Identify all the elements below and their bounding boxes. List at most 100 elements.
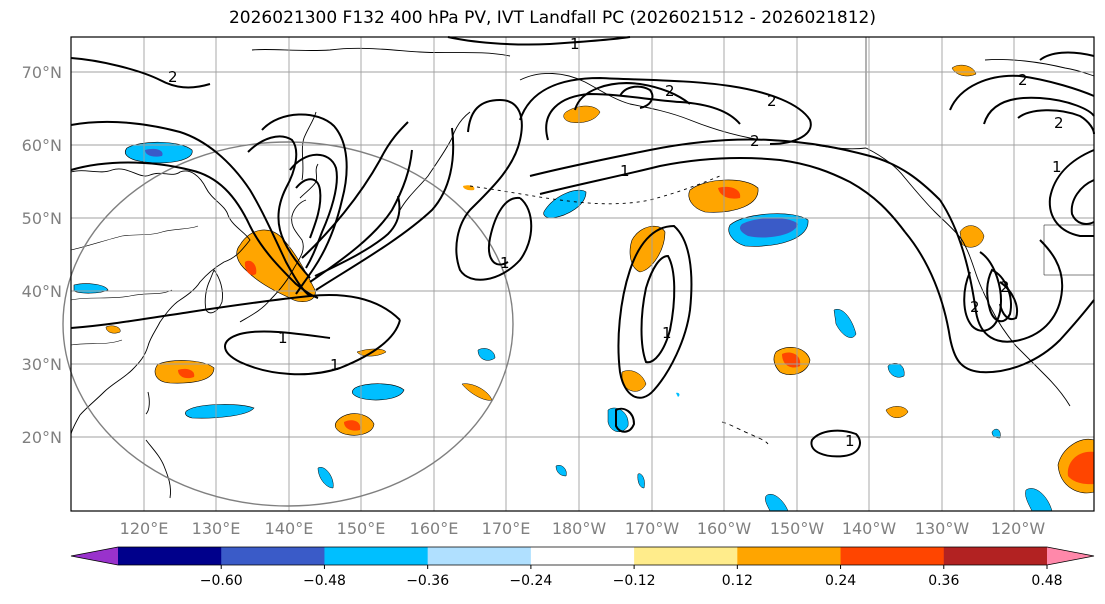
colorbar-cell <box>221 547 325 565</box>
contour-line <box>70 57 211 89</box>
lon-label: 130°E <box>192 519 241 538</box>
border <box>70 289 173 301</box>
pv-blob <box>629 225 666 273</box>
contour-label: 2 <box>665 82 675 100</box>
lon-label: 170°W <box>625 519 680 538</box>
colorbar-tick-label: 0.12 <box>722 573 753 589</box>
contour-line <box>529 138 941 201</box>
contour-label: 1 <box>570 35 580 53</box>
colorbar-outline <box>70 546 1095 566</box>
map-title: 2026021300 F132 400 hPa PV, IVT Landfall… <box>228 8 876 28</box>
colorbar-cells <box>118 547 1048 565</box>
contour-line <box>447 36 631 46</box>
pv-blob-core <box>718 186 741 199</box>
lat-label: 70°N <box>22 63 62 82</box>
colorbar-ticks: −0.60 −0.48 −0.36 −0.24 −0.12 0.12 0.24 0.36 0.4… <box>200 565 1063 589</box>
contour-line <box>617 224 693 399</box>
colorbar-cell <box>427 547 532 565</box>
lon-label: 130°W <box>915 519 970 538</box>
contour-line <box>455 98 533 281</box>
contour-line <box>315 127 455 291</box>
contour-label: 1 <box>500 254 510 272</box>
contour-line <box>1070 179 1095 225</box>
latitude-labels: 70°N 60°N 50°N 40°N 30°N 20°N <box>22 63 62 447</box>
coastline-usa <box>961 239 1071 407</box>
pv-blob-core <box>145 148 163 157</box>
coastline-japan <box>239 199 307 323</box>
colorbar: −0.60 −0.48 −0.36 −0.24 −0.12 0.12 0.24 0.36 0.4… <box>70 546 1095 589</box>
lat-label: 50°N <box>22 209 62 228</box>
contour-label: 1 <box>845 432 855 450</box>
lat-label: 40°N <box>22 282 62 301</box>
colorbar-cell <box>737 547 842 565</box>
contour-line <box>1017 109 1095 135</box>
pv-blob-core <box>178 368 195 379</box>
lat-label: 60°N <box>22 136 62 155</box>
lon-label: 160°E <box>410 519 459 538</box>
colorbar-tick-label: 0.24 <box>825 573 856 589</box>
pv-blob <box>607 407 629 433</box>
colorbar-tick-label: −0.12 <box>613 573 656 589</box>
contour-line <box>999 281 1018 320</box>
contour-label: 1 <box>1052 158 1062 176</box>
contour-label: 2 <box>1018 71 1028 89</box>
pv-blob <box>951 64 977 77</box>
pv-blob <box>477 348 496 361</box>
pv-blob-core <box>344 420 361 431</box>
pv-blob <box>885 406 909 418</box>
contour-line <box>301 121 409 259</box>
contour-line <box>295 178 322 239</box>
lon-label: 140°W <box>842 519 897 538</box>
colorbar-extend-high <box>1047 547 1094 565</box>
pv-blob <box>555 465 567 477</box>
contour-line <box>519 76 812 145</box>
graticule <box>71 37 1094 511</box>
colorbar-cell <box>634 547 738 565</box>
contour-labels: 1 2 2 2 2 1 1 1 1 1 2 2 2 1 2 1 <box>168 35 1064 450</box>
pv-blob-core <box>244 260 257 276</box>
map-border <box>70 36 1095 512</box>
contour-line <box>640 254 676 364</box>
contour-line <box>1039 51 1095 61</box>
region-circle <box>62 141 514 507</box>
ivt-contours <box>70 36 1095 458</box>
contour-line <box>70 294 401 329</box>
contour-line <box>904 231 1095 374</box>
contour-line <box>619 85 654 109</box>
coastline-asia <box>70 168 251 435</box>
colorbar-tick-label: −0.24 <box>509 573 552 589</box>
contour-line <box>574 82 691 111</box>
contour-line <box>615 407 636 433</box>
contour-line <box>983 96 1095 125</box>
coastline-philippines <box>145 439 171 499</box>
pv-blob <box>887 363 905 378</box>
lon-label: 140°E <box>265 519 314 538</box>
lon-label: 180°W <box>552 519 607 538</box>
pv-blob <box>317 467 334 489</box>
contour-line <box>539 157 906 233</box>
contour-line <box>70 120 311 297</box>
contour-line <box>963 251 1002 332</box>
colorbar-cell <box>118 547 222 565</box>
colorbar-tick-label: 0.36 <box>928 573 959 589</box>
pv-blob <box>351 383 405 401</box>
contour-line <box>309 149 413 283</box>
border <box>70 339 123 346</box>
lon-label: 120°W <box>991 519 1046 538</box>
colorbar-cell <box>530 547 635 565</box>
contour-line <box>810 429 861 458</box>
contour-line <box>1048 149 1095 237</box>
contour-line <box>224 319 401 376</box>
lon-label: 150°W <box>770 519 825 538</box>
contour-line <box>289 153 338 269</box>
lon-label: 120°E <box>120 519 169 538</box>
colorbar-extend-low <box>71 547 118 565</box>
contour-line <box>247 135 311 279</box>
colorbar-cell <box>943 547 1048 565</box>
lon-label: 150°E <box>337 519 386 538</box>
contour-line <box>488 196 521 266</box>
border-states <box>1043 225 1094 276</box>
contour-label: 1 <box>278 329 288 347</box>
coastline-arctic <box>251 47 511 57</box>
